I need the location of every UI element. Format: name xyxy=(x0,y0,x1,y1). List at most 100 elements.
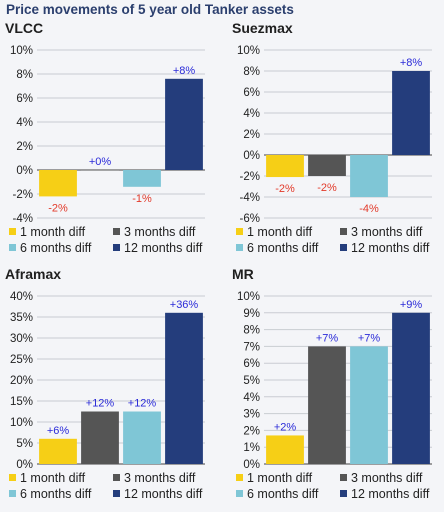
data-label-third: -4% xyxy=(359,203,379,215)
y-tick-label: -2% xyxy=(240,171,260,183)
legend-swatch xyxy=(236,244,243,251)
y-tick-label: 4% xyxy=(243,108,260,120)
legend-label: 1 month diff xyxy=(247,225,313,239)
y-tick-label: 3% xyxy=(243,409,260,421)
bar-first xyxy=(39,438,77,464)
legend-swatch xyxy=(9,228,16,235)
chart-title: MR xyxy=(232,266,254,282)
data-label-second: +7% xyxy=(316,332,339,344)
legend-item-third: 6 months diff xyxy=(236,241,318,255)
legend-label: 6 months diff xyxy=(20,241,92,255)
suezmax-chart: -6% -4% -2% 0% 2% 4% 6% 8% 10% -2% -2% -4% +8% xyxy=(237,45,432,225)
data-label-third: +7% xyxy=(358,332,381,344)
data-label-fourth: +8% xyxy=(173,65,196,77)
legend-label: 6 months diff xyxy=(247,241,319,255)
legend-swatch xyxy=(113,228,120,235)
legend-label: 3 months diff xyxy=(124,471,196,485)
bar-fourth xyxy=(392,71,430,155)
aframax-chart: 0% 5% 10% 15% 20% 25% 30% 35% 40% +6% +12% +12% +36% xyxy=(10,291,205,471)
y-tick-label: -2% xyxy=(13,189,33,201)
y-tick-label: 15% xyxy=(10,396,33,408)
legend-label: 1 month diff xyxy=(20,471,86,485)
data-label-second: +0% xyxy=(89,156,112,168)
bar-third xyxy=(350,155,388,197)
legend-item-first: 1 month diff xyxy=(236,225,312,239)
chart-panel-suezmax: Suezmax -6% -4% -2% 0% 2% 4% 6% 8% 10% -2% -2% -4% +… xyxy=(232,20,444,265)
y-tick-label: 0% xyxy=(16,459,33,471)
legend-item-fourth: 12 months diff xyxy=(340,487,429,501)
data-label-first: -2% xyxy=(275,183,295,195)
legend-item-first: 1 month diff xyxy=(9,471,85,485)
chart-panel-vlcc: VLCC -4% -2% 0% 2% 4% 6% 8% 10% -2% +0% -1% +8% 1 m… xyxy=(5,20,220,265)
data-label-first: +6% xyxy=(47,425,70,437)
bar-first xyxy=(266,155,304,178)
legend-item-second: 3 months diff xyxy=(340,225,422,239)
y-tick-label: 2% xyxy=(16,141,33,153)
y-tick-label: 0% xyxy=(243,150,260,162)
legend-label: 12 months diff xyxy=(124,241,203,255)
legend-label: 6 months diff xyxy=(247,487,319,501)
chart-panel-aframax: Aframax 0% 5% 10% 15% 20% 25% 30% 35% 40% +6% +12%… xyxy=(5,266,220,511)
y-tick-label: 10% xyxy=(237,291,260,303)
bar-fourth xyxy=(165,312,203,464)
page-title: Price movements of 5 year old Tanker ass… xyxy=(6,2,294,17)
legend-label: 3 months diff xyxy=(124,225,196,239)
y-tick-label: 4% xyxy=(16,117,33,129)
legend-label: 6 months diff xyxy=(20,487,92,501)
y-tick-label: 30% xyxy=(10,333,33,345)
legend-swatch xyxy=(236,228,243,235)
y-tick-label: 4% xyxy=(243,392,260,404)
y-tick-label: 6% xyxy=(243,87,260,99)
legend-swatch xyxy=(9,490,16,497)
legend-item-third: 6 months diff xyxy=(9,241,91,255)
legend-swatch xyxy=(340,228,347,235)
legend-label: 12 months diff xyxy=(124,487,203,501)
y-tick-label: 0% xyxy=(16,165,33,177)
data-label-second: +12% xyxy=(86,398,115,410)
data-label-fourth: +36% xyxy=(170,299,199,311)
y-tick-label: 5% xyxy=(16,438,33,450)
legend-swatch xyxy=(340,244,347,251)
legend-item-first: 1 month diff xyxy=(9,225,85,239)
y-tick-label: 0% xyxy=(243,459,260,471)
legend-item-second: 3 months diff xyxy=(340,471,422,485)
legend-item-first: 1 month diff xyxy=(236,471,312,485)
y-tick-label: 10% xyxy=(10,45,33,57)
data-label-fourth: +9% xyxy=(400,299,423,311)
y-tick-label: 8% xyxy=(243,66,260,78)
bar-fourth xyxy=(392,312,430,464)
y-tick-label: 6% xyxy=(243,358,260,370)
data-label-first: +2% xyxy=(274,421,297,433)
y-tick-label: 2% xyxy=(243,129,260,141)
legend-label: 12 months diff xyxy=(351,487,430,501)
data-label-second: -2% xyxy=(317,182,337,194)
legend-label: 3 months diff xyxy=(351,471,423,485)
legend-item-fourth: 12 months diff xyxy=(113,241,202,255)
legend-swatch xyxy=(236,474,243,481)
y-tick-label: 20% xyxy=(10,375,33,387)
bar-second xyxy=(81,411,119,464)
y-tick-label: 5% xyxy=(243,375,260,387)
y-tick-label: 7% xyxy=(243,341,260,353)
y-tick-label: 10% xyxy=(237,45,260,57)
y-tick-label: -4% xyxy=(13,213,33,225)
bar-third xyxy=(123,170,161,187)
y-tick-label: 35% xyxy=(10,312,33,324)
mr-chart: 0% 1% 2% 3% 4% 5% 6% 7% 8% 9% 10% +2% +7% +7% +9% xyxy=(237,291,432,471)
y-tick-label: 8% xyxy=(243,325,260,337)
legend-swatch xyxy=(113,474,120,481)
y-tick-label: -6% xyxy=(240,213,260,225)
bar-third xyxy=(123,411,161,464)
data-label-first: -2% xyxy=(48,202,68,214)
legend-swatch xyxy=(9,474,16,481)
data-label-third: +12% xyxy=(128,398,157,410)
y-tick-label: 8% xyxy=(16,69,33,81)
legend-swatch xyxy=(340,474,347,481)
bar-second xyxy=(308,346,346,464)
bar-third xyxy=(350,346,388,464)
legend-label: 1 month diff xyxy=(247,471,313,485)
chart-title: VLCC xyxy=(5,20,44,36)
legend-swatch xyxy=(113,490,120,497)
data-label-fourth: +8% xyxy=(400,57,423,69)
y-tick-label: 25% xyxy=(10,354,33,366)
